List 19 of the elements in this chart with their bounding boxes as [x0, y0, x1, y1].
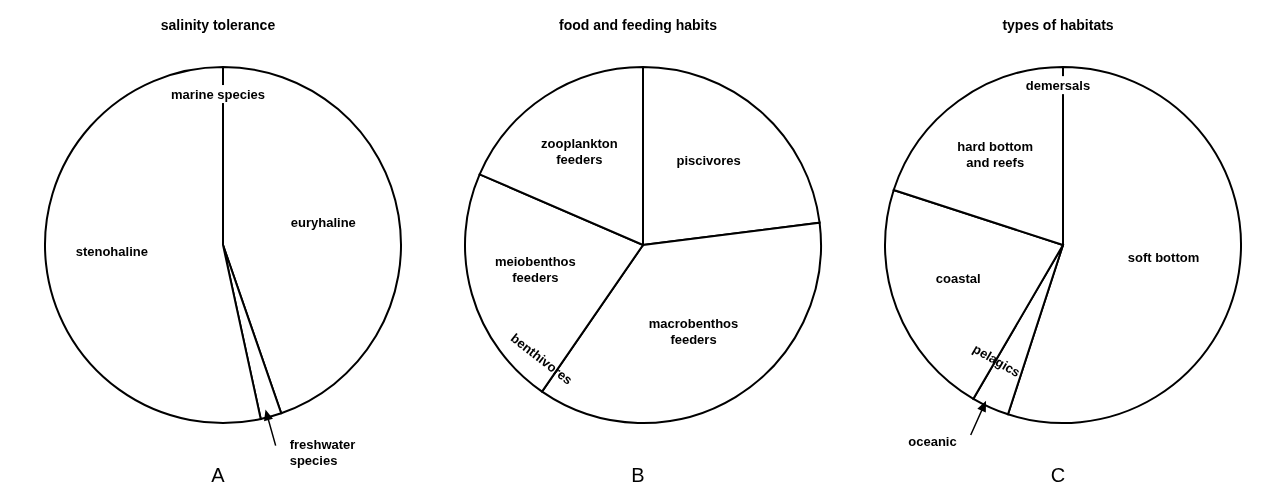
text: B	[631, 464, 645, 486]
text: C	[1050, 464, 1066, 486]
slice-label: stenohaline	[75, 243, 148, 259]
slice-label: zooplankton feeders	[541, 135, 618, 167]
text: marine species	[171, 86, 265, 102]
slice-label: macrobenthos feeders	[648, 315, 739, 347]
text: demersals	[1025, 77, 1091, 93]
text: A	[211, 464, 226, 486]
slice-label: meiobenthos feeders	[494, 253, 576, 285]
chart-title: food and feeding habits	[559, 17, 718, 33]
chart-title: salinity tolerance	[160, 17, 276, 33]
slice-label: soft bottom	[1127, 249, 1200, 265]
slice-label: piscivores	[676, 152, 741, 168]
slice-label: oceanic	[908, 433, 957, 449]
slice-label: euryhaline	[290, 214, 356, 230]
slice-label: coastal	[935, 270, 981, 286]
chart-title: types of habitats	[1002, 17, 1114, 33]
slice-label: hard bottom and reefs	[957, 138, 1034, 170]
slice-label: freshwater species	[289, 436, 356, 468]
